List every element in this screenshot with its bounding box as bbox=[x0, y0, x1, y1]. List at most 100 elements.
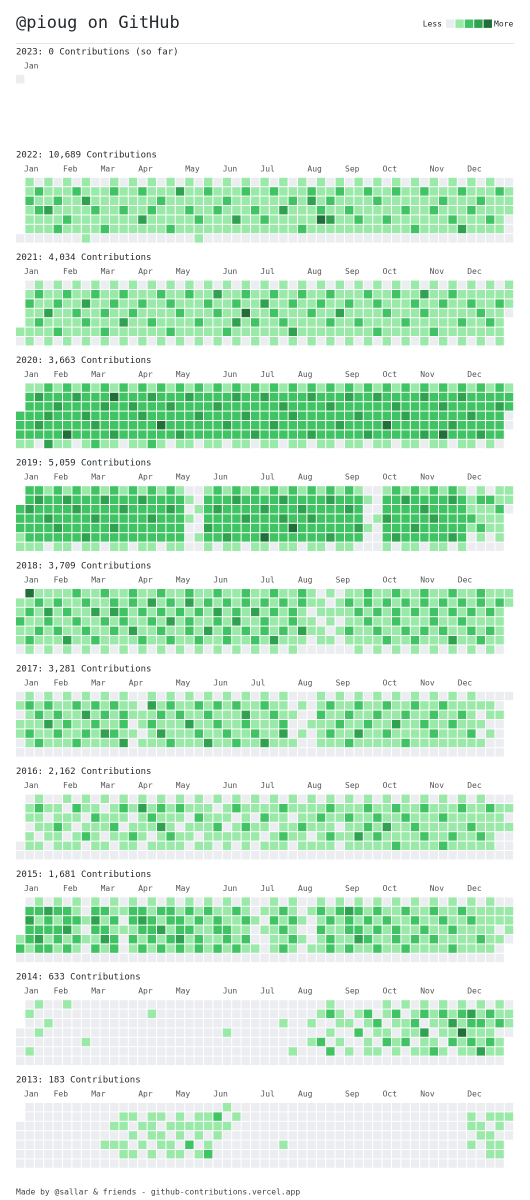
day-cell bbox=[16, 851, 25, 860]
day-cell bbox=[63, 533, 72, 542]
day-cell bbox=[81, 906, 91, 916]
day-cell bbox=[326, 430, 335, 439]
day-cell bbox=[335, 645, 344, 654]
day-cell bbox=[326, 617, 335, 626]
day-cell bbox=[91, 598, 100, 607]
day-cell bbox=[260, 720, 269, 729]
day-cell bbox=[44, 177, 53, 187]
day-cell bbox=[448, 1028, 457, 1037]
day-cell bbox=[81, 224, 91, 234]
day-cell bbox=[467, 299, 476, 308]
day-cell bbox=[410, 505, 420, 514]
day-cell bbox=[44, 421, 53, 430]
day-cell bbox=[401, 542, 410, 551]
day-cell bbox=[185, 813, 194, 822]
day-cell bbox=[345, 701, 354, 710]
day-cell bbox=[439, 701, 448, 710]
day-cell bbox=[298, 935, 307, 944]
day-cell bbox=[91, 1000, 100, 1009]
day-cell bbox=[100, 617, 109, 626]
day-cell bbox=[91, 851, 100, 860]
day-cell bbox=[128, 1140, 138, 1149]
day-cell bbox=[354, 327, 363, 336]
day-cell bbox=[448, 1000, 457, 1009]
day-cell bbox=[128, 1131, 138, 1140]
day-cell bbox=[166, 542, 175, 551]
day-cell bbox=[119, 337, 128, 346]
day-cell bbox=[128, 1112, 138, 1121]
day-cell bbox=[232, 748, 241, 757]
day-cell bbox=[25, 196, 34, 205]
day-cell bbox=[439, 589, 448, 598]
day-cell bbox=[279, 318, 288, 327]
day-cell bbox=[34, 1009, 44, 1018]
day-cell bbox=[157, 701, 166, 710]
day-cell bbox=[279, 430, 288, 439]
day-cell bbox=[457, 318, 467, 327]
day-cell bbox=[100, 542, 109, 551]
day-cell bbox=[298, 505, 307, 514]
day-cell bbox=[392, 636, 401, 645]
day-cell bbox=[81, 1150, 91, 1159]
day-cell bbox=[354, 383, 363, 392]
day-cell bbox=[354, 1047, 363, 1056]
day-cell bbox=[307, 411, 316, 420]
day-cell bbox=[128, 439, 138, 449]
day-cell bbox=[288, 607, 297, 617]
day-cell bbox=[175, 533, 185, 542]
day-cell bbox=[194, 196, 203, 205]
day-cell bbox=[298, 1112, 307, 1121]
day-cell bbox=[138, 1000, 147, 1009]
day-cell bbox=[157, 720, 166, 729]
day-cell bbox=[476, 290, 485, 299]
day-cell bbox=[128, 523, 138, 533]
day-cell bbox=[382, 794, 391, 803]
day-cell bbox=[476, 430, 485, 439]
day-cell bbox=[213, 1009, 222, 1018]
day-cell bbox=[175, 607, 185, 617]
day-cell bbox=[100, 318, 109, 327]
day-cell bbox=[457, 617, 467, 626]
day-cell bbox=[213, 738, 222, 748]
day-cell bbox=[504, 280, 514, 289]
day-cell bbox=[25, 1131, 34, 1140]
day-cell bbox=[363, 832, 373, 841]
day-cell bbox=[213, 402, 222, 411]
day-cell bbox=[486, 439, 495, 449]
day-cell bbox=[138, 196, 147, 205]
day-cell bbox=[110, 1037, 119, 1047]
day-cell bbox=[138, 944, 147, 953]
day-cell bbox=[157, 1150, 166, 1159]
day-cell bbox=[279, 822, 288, 832]
day-cell bbox=[279, 308, 288, 318]
day-cell bbox=[241, 411, 250, 420]
month-label: Aug bbox=[298, 1090, 313, 1099]
day-cell bbox=[194, 729, 203, 738]
day-cell bbox=[260, 1056, 269, 1065]
day-cell bbox=[439, 383, 448, 392]
day-cell bbox=[128, 1000, 138, 1009]
day-cell bbox=[429, 383, 438, 392]
day-cell bbox=[345, 720, 354, 729]
day-cell bbox=[467, 607, 476, 617]
day-cell bbox=[476, 1028, 485, 1037]
day-cell bbox=[439, 897, 448, 906]
day-cell bbox=[269, 813, 279, 822]
day-cell bbox=[269, 804, 279, 813]
day-cell bbox=[53, 1056, 62, 1065]
day-cell bbox=[157, 794, 166, 803]
day-cell bbox=[420, 935, 429, 944]
day-cell bbox=[147, 430, 156, 439]
day-cell bbox=[119, 1056, 128, 1065]
day-cell bbox=[401, 851, 410, 860]
day-cell bbox=[401, 495, 410, 504]
day-cell bbox=[44, 906, 53, 916]
day-cell bbox=[448, 1140, 457, 1149]
day-cell bbox=[119, 813, 128, 822]
day-cell bbox=[298, 897, 307, 906]
month-label: Nov bbox=[420, 576, 435, 585]
day-cell bbox=[504, 1019, 514, 1028]
day-cell bbox=[138, 523, 147, 533]
day-cell bbox=[401, 1009, 410, 1018]
day-cell bbox=[354, 177, 363, 187]
